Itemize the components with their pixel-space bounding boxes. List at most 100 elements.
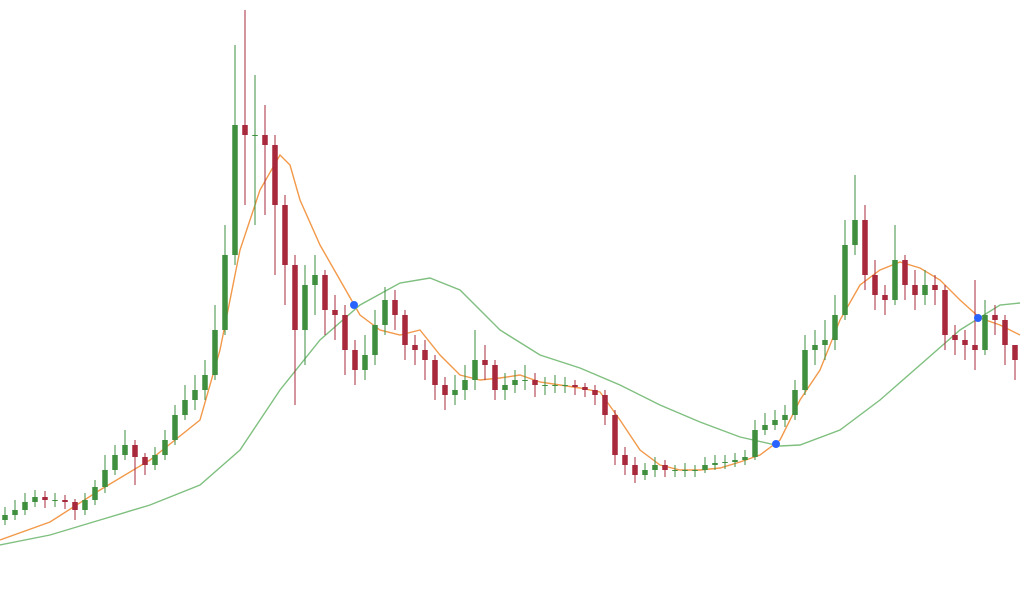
candle-body [422, 350, 428, 360]
candle-body [242, 125, 248, 135]
candle-body [392, 300, 398, 315]
candle-body [322, 275, 328, 310]
candle-body [742, 457, 748, 460]
candle-body [142, 457, 148, 465]
candle-body [412, 345, 418, 350]
candle-body [482, 360, 488, 365]
candle-body [542, 385, 548, 386]
candle-body [792, 390, 798, 415]
candle-body [762, 425, 768, 430]
candle-body [202, 375, 208, 390]
candle-body [72, 502, 78, 510]
candle-body [912, 285, 918, 295]
candle-body [572, 385, 578, 387]
candle-body [92, 487, 98, 500]
candle-body [2, 515, 8, 520]
candle-body [492, 365, 498, 390]
candle-body [212, 330, 218, 375]
candle-body [152, 455, 158, 465]
candle-body [982, 315, 988, 350]
candle-body [12, 510, 18, 515]
candle-body [752, 430, 758, 457]
candle-body [502, 385, 508, 390]
candle-body [712, 463, 718, 465]
candle-body [732, 460, 738, 462]
candle-body [532, 380, 538, 385]
candle-body [22, 502, 28, 510]
candle-body [222, 255, 228, 330]
candle-body [302, 285, 308, 330]
candle-body [42, 497, 48, 500]
candle-body [932, 285, 938, 290]
candle-body [312, 275, 318, 285]
candle-body [232, 125, 238, 255]
candle-body [972, 345, 978, 350]
candle-body [192, 390, 198, 400]
candle-body [382, 300, 388, 325]
candle-body [292, 265, 298, 330]
candle-body [452, 390, 458, 395]
candle-body [652, 465, 658, 470]
candle-body [362, 355, 368, 370]
candle-body [352, 350, 358, 370]
candle-body [32, 497, 38, 502]
candle-body [692, 470, 698, 471]
candle-body [802, 350, 808, 390]
candle-body [632, 465, 638, 475]
candle-body [62, 500, 68, 502]
candle-body [622, 455, 628, 465]
crossover-marker [974, 314, 982, 322]
candle-body [162, 440, 168, 455]
candle-body [772, 420, 778, 425]
candle-body [272, 145, 278, 205]
candle-body [842, 245, 848, 315]
candle-body [642, 470, 648, 475]
candle-body [702, 465, 708, 470]
candle-body [552, 385, 558, 386]
candle-body [402, 315, 408, 345]
candle-body [892, 260, 898, 300]
candle-body [992, 315, 998, 320]
candle-body [432, 360, 438, 385]
candle-body [682, 470, 688, 471]
candle-body [522, 380, 528, 381]
candle-body [962, 340, 968, 345]
candle-body [902, 260, 908, 285]
candle-body [812, 345, 818, 350]
candle-body [662, 465, 668, 470]
candle-body [582, 387, 588, 390]
moving-average-line [0, 277, 1021, 546]
crossover-marker [772, 440, 780, 448]
candle-body [952, 335, 958, 340]
candle-body [832, 315, 838, 340]
candle-body [882, 295, 888, 300]
candle-body [372, 325, 378, 355]
candle-body [822, 340, 828, 345]
candle-body [852, 220, 858, 245]
candle-body [102, 470, 108, 487]
candle-body [252, 135, 258, 136]
candle-body [922, 285, 928, 295]
candle-body [672, 470, 678, 471]
candle-body [342, 315, 348, 350]
crossover-marker [350, 301, 358, 309]
candle-body [182, 400, 188, 415]
candle-body [172, 415, 178, 440]
candle-body [612, 415, 618, 455]
moving-average-line [0, 153, 1021, 541]
candle-body [942, 290, 948, 335]
candle-body [1002, 320, 1008, 345]
candle-body [722, 462, 728, 463]
candle-body [872, 275, 878, 295]
candle-body [442, 385, 448, 395]
candle-body [462, 380, 468, 390]
candle-body [862, 220, 868, 275]
candle-body [132, 445, 138, 457]
candle-body [512, 380, 518, 385]
candle-body [472, 360, 478, 380]
candle-body [592, 390, 598, 395]
candle-body [52, 500, 58, 501]
candle-body [602, 395, 608, 415]
